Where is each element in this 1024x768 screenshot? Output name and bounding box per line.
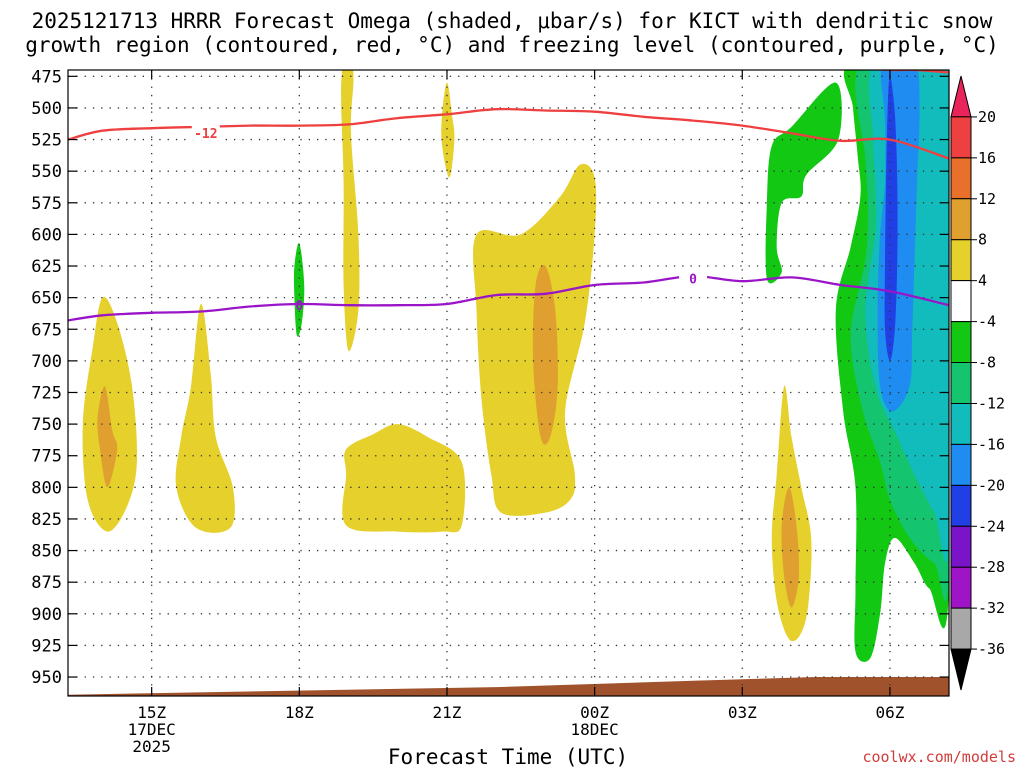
contour-label-bg-2 [679,270,708,286]
grid-layer [68,70,949,696]
contour-label-bg-0 [191,125,220,141]
colorbar-label-12: -32 [978,599,1005,617]
y-tick-label-850: 850 [31,542,62,562]
contour-line-2 [68,274,949,322]
colorbar-swatch-10 [950,484,972,527]
chart-title-line-1: 2025121713 HRRR Forecast Omega (shaded, … [32,9,993,33]
colorbar-label-5: -4 [978,313,996,331]
y-tick-label-775: 775 [31,447,62,467]
omega-region-4-level-4 [441,82,455,178]
contour-layer: -12 0 0 [68,70,949,322]
x-tick-label-15Z-line-2: 2025 [132,737,171,756]
colorbar-label-7: -12 [978,394,1005,412]
colorbar-swatch-7 [950,362,972,404]
terrain-layer [68,677,949,696]
colorbar: 20 16 12 8 4 -4 -8 -12 -16 -20 -24 -28 -32 -36 [950,75,1005,691]
colorbar-label-9: -20 [978,476,1005,494]
colorbar-swatch-4 [950,239,972,282]
y-tick-label-675: 675 [31,320,62,340]
terrain-ground [68,677,949,696]
colorbar-swatch-8 [950,402,972,445]
y-tick-label-575: 575 [31,194,62,214]
colorbar-label-0: 20 [978,108,996,126]
y-tick-label-500: 500 [31,99,62,119]
y-tick-label-550: 550 [31,162,62,182]
omega-region-2-level-4 [175,303,235,533]
x-tick-label-06Z-line-0: 06Z [875,703,904,722]
y-tick-label-750: 750 [31,415,62,435]
contour-label-freezing-extra: 0 [295,299,303,314]
y-tick-label-625: 625 [31,257,62,277]
colorbar-swatch-1 [950,116,972,159]
colorbar-swatch-2 [950,157,972,200]
omega-region-1-level-8 [97,386,118,488]
omega-region-9-level-8 [781,487,800,608]
x-tick-label-00Z-line-0: 00Z [580,703,609,722]
y-tick-label-950: 950 [31,668,62,688]
colorbar-swatch-14 [950,648,972,691]
y-tick-label-650: 650 [31,289,62,309]
colorbar-label-1: 16 [978,149,996,167]
x-tick-label-15Z-line-1: 17DEC [128,720,176,739]
colorbar-swatch-3 [950,198,972,241]
x-tick-label-00Z-line-1: 18DEC [571,720,619,739]
plot-frame [67,69,950,697]
y-tick-label-700: 700 [31,352,62,372]
colorbar-label-8: -16 [978,435,1005,453]
colorbar-swatch-11 [950,525,972,568]
colorbar-label-3: 8 [978,231,987,249]
colorbar-label-6: -8 [978,354,996,372]
credit-text: coolwx.com/models [862,748,1016,766]
y-tick-label-525: 525 [31,131,62,151]
omega-region-7-level-8 [532,264,558,445]
colorbar-swatch-13 [950,607,972,650]
y-tick-label-875: 875 [31,573,62,593]
chart-title-line-2: growth region (contoured, red, °C) and f… [25,33,999,57]
colorbar-label-4: 4 [978,272,987,290]
contour-label-2: 0 [689,273,697,288]
y-tick-label-475: 475 [31,67,62,87]
y-axis: 475 500 525 550 575 600 625 650 675 700 725 750 775 8… [31,67,949,688]
omega-region-5-level-4 [342,424,466,533]
colorbar-swatch-0 [950,75,972,118]
colorbar-label-13: -36 [978,640,1005,658]
colorbar-swatch-6 [950,321,972,364]
y-tick-label-925: 925 [31,636,62,656]
omega-region-10-level-neg4 [293,242,305,337]
plot-area: -12 0 0 [68,70,949,696]
colorbar-label-10: -24 [978,517,1005,535]
colorbar-label-2: 12 [978,190,996,208]
omega-region-16-level-neg20 [884,76,898,361]
colorbar-swatch-9 [950,443,972,486]
omega-region-3-level-4 [341,70,360,352]
x-tick-label-21Z-line-0: 21Z [433,703,462,722]
x-axis-title: Forecast Time (UTC) [388,745,628,768]
y-tick-label-725: 725 [31,383,62,403]
colorbar-swatch-12 [950,566,972,609]
contour-label-0: -12 [194,127,217,142]
y-tick-label-825: 825 [31,510,62,530]
x-tick-label-03Z-line-0: 03Z [728,703,757,722]
colorbar-label-11: -28 [978,558,1005,576]
colorbar-swatch-5 [950,280,972,323]
y-tick-label-900: 900 [31,605,62,625]
y-tick-label-600: 600 [31,225,62,245]
omega-shaded-regions [82,70,949,662]
y-tick-label-800: 800 [31,478,62,498]
x-tick-label-15Z-line-0: 15Z [137,703,166,722]
x-tick-label-18Z-line-0: 18Z [285,703,314,722]
